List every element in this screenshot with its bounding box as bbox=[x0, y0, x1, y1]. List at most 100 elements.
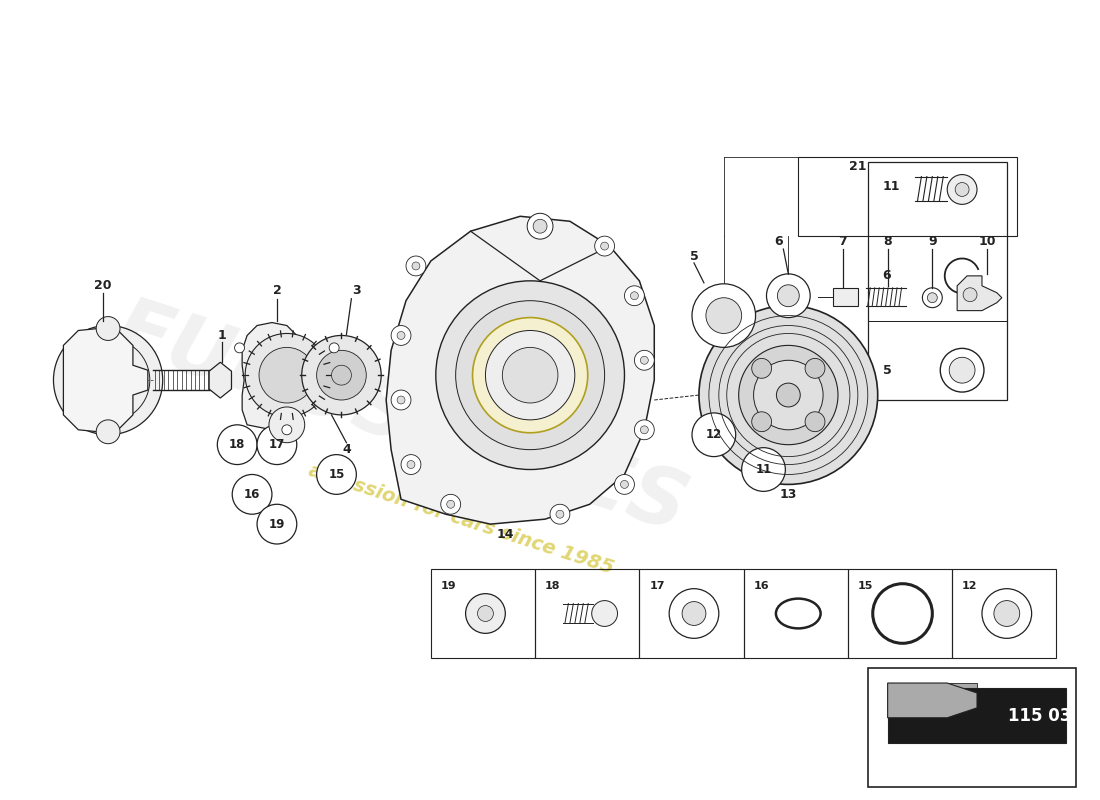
Circle shape bbox=[692, 284, 756, 347]
Circle shape bbox=[923, 288, 943, 308]
Circle shape bbox=[640, 356, 648, 364]
Bar bbox=[953, 569, 1056, 658]
Circle shape bbox=[940, 348, 984, 392]
Circle shape bbox=[503, 347, 558, 403]
Circle shape bbox=[447, 500, 454, 508]
Text: 5: 5 bbox=[690, 250, 698, 262]
Text: 11: 11 bbox=[882, 180, 900, 193]
Text: 17: 17 bbox=[649, 581, 664, 590]
Circle shape bbox=[630, 292, 638, 300]
Circle shape bbox=[270, 407, 305, 442]
Circle shape bbox=[620, 481, 628, 488]
Circle shape bbox=[805, 412, 825, 432]
Text: a passion for cars since 1985: a passion for cars since 1985 bbox=[306, 461, 616, 578]
Circle shape bbox=[402, 454, 421, 474]
Circle shape bbox=[301, 335, 382, 415]
Polygon shape bbox=[242, 322, 307, 430]
Text: 12: 12 bbox=[706, 428, 722, 442]
Bar bbox=[833, 288, 858, 306]
Circle shape bbox=[692, 413, 736, 457]
Polygon shape bbox=[888, 683, 977, 718]
Circle shape bbox=[331, 366, 351, 385]
Circle shape bbox=[994, 601, 1020, 626]
Circle shape bbox=[872, 584, 933, 643]
Circle shape bbox=[767, 274, 811, 318]
Text: 3: 3 bbox=[352, 284, 361, 298]
Circle shape bbox=[258, 347, 315, 403]
Polygon shape bbox=[64, 329, 147, 432]
Circle shape bbox=[754, 360, 823, 430]
Text: 19: 19 bbox=[268, 518, 285, 530]
Text: 9: 9 bbox=[928, 234, 936, 248]
Bar bbox=[535, 569, 639, 658]
Polygon shape bbox=[209, 362, 231, 398]
Circle shape bbox=[257, 504, 297, 544]
Text: 13: 13 bbox=[780, 488, 798, 501]
Circle shape bbox=[317, 454, 356, 494]
Circle shape bbox=[485, 330, 575, 420]
Circle shape bbox=[947, 174, 977, 204]
Circle shape bbox=[282, 425, 292, 434]
Circle shape bbox=[592, 601, 617, 626]
Circle shape bbox=[96, 420, 120, 444]
Text: 8: 8 bbox=[883, 234, 892, 248]
Circle shape bbox=[550, 504, 570, 524]
Bar bbox=[868, 668, 1076, 787]
Circle shape bbox=[329, 343, 339, 353]
Circle shape bbox=[455, 301, 605, 450]
Bar bbox=[848, 569, 953, 658]
Text: 19: 19 bbox=[441, 581, 456, 590]
Text: 6: 6 bbox=[882, 270, 891, 282]
Polygon shape bbox=[386, 216, 654, 524]
Circle shape bbox=[927, 293, 937, 302]
Text: 18: 18 bbox=[229, 438, 245, 451]
Circle shape bbox=[54, 326, 163, 434]
Circle shape bbox=[477, 606, 494, 622]
Circle shape bbox=[682, 602, 706, 626]
Circle shape bbox=[964, 288, 977, 302]
Bar bbox=[639, 569, 744, 658]
Circle shape bbox=[669, 589, 718, 638]
Circle shape bbox=[232, 474, 272, 514]
Circle shape bbox=[805, 358, 825, 378]
Circle shape bbox=[84, 355, 133, 405]
Bar bbox=[888, 688, 1066, 742]
Circle shape bbox=[982, 589, 1032, 638]
Circle shape bbox=[534, 219, 547, 233]
Text: 16: 16 bbox=[754, 581, 769, 590]
Circle shape bbox=[407, 461, 415, 469]
Circle shape bbox=[96, 317, 120, 341]
Circle shape bbox=[698, 306, 878, 485]
Circle shape bbox=[218, 425, 257, 465]
Polygon shape bbox=[957, 276, 1002, 310]
Text: 12: 12 bbox=[962, 581, 978, 590]
Circle shape bbox=[397, 331, 405, 339]
Text: 16: 16 bbox=[244, 488, 261, 501]
Bar bbox=[744, 569, 848, 658]
Circle shape bbox=[949, 358, 975, 383]
Circle shape bbox=[955, 182, 969, 197]
Text: 1: 1 bbox=[218, 329, 227, 342]
Text: 14: 14 bbox=[496, 527, 514, 541]
Circle shape bbox=[527, 214, 553, 239]
Text: 21: 21 bbox=[849, 160, 867, 173]
Circle shape bbox=[392, 326, 411, 346]
Text: 115 03: 115 03 bbox=[1008, 706, 1071, 725]
Circle shape bbox=[595, 236, 615, 256]
Circle shape bbox=[777, 383, 800, 407]
Circle shape bbox=[465, 594, 505, 634]
Text: 18: 18 bbox=[544, 581, 561, 590]
Text: 4: 4 bbox=[342, 443, 351, 456]
Circle shape bbox=[615, 474, 635, 494]
Circle shape bbox=[317, 350, 366, 400]
Bar bbox=[868, 162, 1007, 400]
Text: 6: 6 bbox=[774, 234, 783, 248]
Circle shape bbox=[635, 350, 654, 370]
Circle shape bbox=[751, 358, 771, 378]
Circle shape bbox=[778, 285, 800, 306]
Circle shape bbox=[635, 420, 654, 440]
Circle shape bbox=[706, 298, 741, 334]
Circle shape bbox=[473, 318, 587, 433]
Circle shape bbox=[234, 343, 244, 353]
Circle shape bbox=[741, 448, 785, 491]
